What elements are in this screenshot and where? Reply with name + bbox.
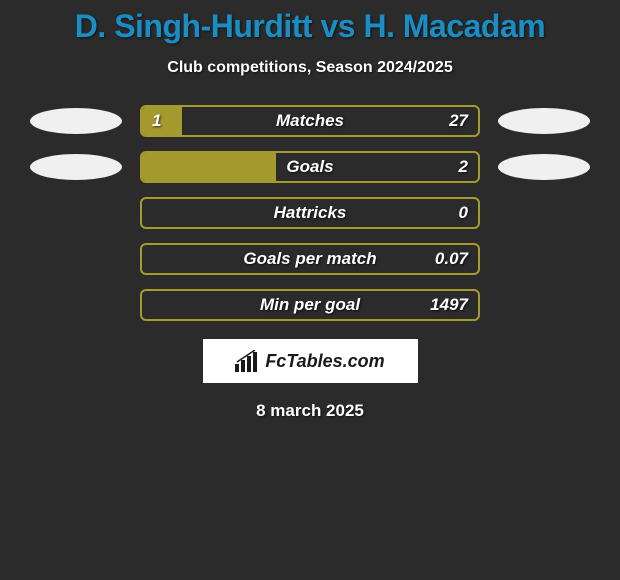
stat-right-value: 1497 [430, 291, 468, 319]
team-badge-right [480, 151, 590, 183]
stat-row: Min per goal1497 [0, 289, 620, 321]
team-badge-left [30, 105, 140, 137]
badge-ellipse [30, 108, 122, 134]
badge-ellipse [30, 154, 122, 180]
stat-rows: 1Matches27 Goals2 Hattricks0 Goals per matc… [0, 105, 620, 321]
stat-bar: Min per goal1497 [140, 289, 480, 321]
comparison-infographic: D. Singh-Hurditt vs H. Macadam Club comp… [0, 0, 620, 421]
stat-row: Goals2 [0, 151, 620, 183]
stat-label: Min per goal [142, 291, 478, 319]
team-badge-right [480, 105, 590, 137]
stat-label: Hattricks [142, 199, 478, 227]
stat-label: Goals per match [142, 245, 478, 273]
team-badge-left [30, 243, 140, 275]
stat-right-value: 0.07 [435, 245, 468, 273]
team-badge-right [480, 197, 590, 229]
stat-row: 1Matches27 [0, 105, 620, 137]
stat-bar: Goals per match0.07 [140, 243, 480, 275]
stat-label: Matches [142, 107, 478, 135]
stat-bar: Goals2 [140, 151, 480, 183]
bar-fill-left [142, 153, 276, 181]
stat-bar: Hattricks0 [140, 197, 480, 229]
bar-chart-icon [235, 350, 259, 372]
footer-logo-text: FcTables.com [265, 351, 384, 372]
stat-row: Goals per match0.07 [0, 243, 620, 275]
subtitle: Club competitions, Season 2024/2025 [0, 59, 620, 77]
stat-right-value: 2 [459, 153, 468, 181]
team-badge-left [30, 289, 140, 321]
page-title: D. Singh-Hurditt vs H. Macadam [0, 8, 620, 45]
stat-right-value: 27 [449, 107, 468, 135]
footer-date: 8 march 2025 [0, 401, 620, 421]
team-badge-right [480, 243, 590, 275]
badge-ellipse [498, 154, 590, 180]
stat-right-value: 0 [459, 199, 468, 227]
team-badge-left [30, 151, 140, 183]
stat-row: Hattricks0 [0, 197, 620, 229]
bar-fill-left [142, 107, 182, 135]
stat-bar: 1Matches27 [140, 105, 480, 137]
team-badge-right [480, 289, 590, 321]
badge-ellipse [498, 108, 590, 134]
footer-logo: FcTables.com [203, 339, 418, 383]
team-badge-left [30, 197, 140, 229]
